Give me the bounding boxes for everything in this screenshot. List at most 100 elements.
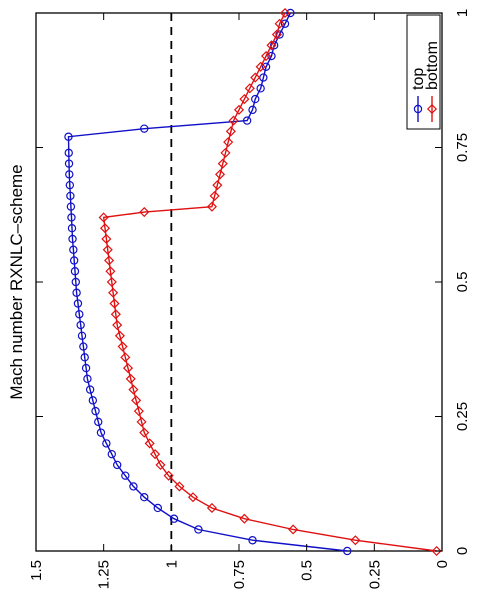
data-point-bottom <box>144 438 155 449</box>
data-point-top <box>256 84 265 93</box>
data-point-bottom <box>266 40 277 51</box>
data-point-bottom <box>108 287 119 298</box>
data-point-top <box>91 406 100 416</box>
data-point-top <box>153 503 162 513</box>
data-point-bottom <box>112 319 123 331</box>
data-point-top <box>248 105 257 115</box>
data-point-top <box>85 385 95 394</box>
data-point-bottom <box>228 115 239 126</box>
x-tick-label: 0 <box>454 547 471 555</box>
data-point-bottom <box>163 470 174 481</box>
data-point-top <box>70 267 80 276</box>
data-point-top <box>88 396 98 405</box>
data-point-bottom <box>128 384 139 395</box>
data-point-bottom <box>105 266 116 277</box>
legend-label-top: top <box>410 68 427 90</box>
data-point-bottom <box>109 298 120 309</box>
data-point-bottom <box>110 309 121 320</box>
y-tick-label: 1.25 <box>96 560 113 589</box>
data-point-top <box>96 428 106 437</box>
data-point-top <box>65 170 74 179</box>
data-point-bottom <box>150 449 161 460</box>
data-point-bottom <box>104 255 115 266</box>
x-tick-label: 0.25 <box>454 402 471 431</box>
data-point-top <box>69 256 79 265</box>
data-point-top <box>251 94 260 104</box>
data-point-top <box>67 223 77 233</box>
data-point-top <box>73 299 83 308</box>
data-point-top <box>80 353 89 362</box>
chart-title: Mach number RXNLC–scheme <box>7 164 26 399</box>
data-point-top <box>72 288 81 297</box>
data-point-bottom <box>120 352 131 363</box>
data-point-bottom <box>187 492 199 503</box>
data-point-bottom <box>122 363 134 374</box>
data-point-top <box>269 41 279 50</box>
data-point-bottom <box>114 330 125 341</box>
data-point-top <box>69 245 78 254</box>
y-tick-label: 0.75 <box>231 560 248 589</box>
data-point-bottom <box>133 406 144 417</box>
data-point-top <box>194 525 203 534</box>
y-tick-label: 1 <box>163 560 180 568</box>
data-point-top <box>66 202 76 211</box>
data-point-top <box>66 191 75 201</box>
data-point-top <box>81 363 91 373</box>
data-point-bottom <box>206 201 217 212</box>
data-point-top <box>242 116 252 125</box>
data-point-top <box>83 374 92 384</box>
data-point-bottom <box>101 233 112 245</box>
data-point-bottom <box>239 513 250 524</box>
data-point-top <box>121 471 130 480</box>
data-point-top <box>76 320 85 330</box>
data-point-top <box>267 51 276 61</box>
data-point-top <box>261 62 271 72</box>
data-point-bottom <box>215 169 226 180</box>
data-point-bottom <box>131 395 142 406</box>
data-point-top <box>107 449 116 459</box>
data-point-bottom <box>244 83 255 94</box>
data-point-bottom <box>255 61 266 72</box>
data-point-top <box>129 482 138 491</box>
y-tick-label: 1.5 <box>28 560 45 581</box>
data-point-top <box>169 514 179 523</box>
data-point-top <box>79 342 88 351</box>
data-point-top <box>112 460 122 470</box>
data-point-bottom <box>279 7 291 19</box>
data-point-top <box>67 213 76 222</box>
legend-marker-top <box>413 104 423 114</box>
data-point-top <box>102 439 111 448</box>
data-point-top <box>64 159 74 168</box>
data-point-bottom <box>225 126 236 137</box>
data-point-bottom <box>155 459 166 470</box>
x-tick-label: 0.75 <box>454 133 471 162</box>
data-point-bottom <box>174 481 185 492</box>
series-line-bottom <box>102 12 437 552</box>
data-point-bottom <box>212 180 223 191</box>
data-point-bottom <box>136 416 147 427</box>
data-point-bottom <box>431 545 442 557</box>
data-point-bottom <box>233 104 245 115</box>
data-point-top <box>275 30 284 39</box>
data-point-top <box>64 132 73 141</box>
data-point-bottom <box>117 341 128 352</box>
data-point-top <box>75 310 84 319</box>
data-point-bottom <box>206 502 217 514</box>
data-point-top <box>71 277 80 287</box>
data-point-bottom <box>99 223 111 234</box>
data-point-bottom <box>223 137 234 148</box>
data-point-bottom <box>271 29 282 40</box>
data-point-top <box>286 8 295 18</box>
data-point-bottom <box>250 72 261 83</box>
data-point-bottom <box>217 158 228 169</box>
data-point-top <box>77 331 87 340</box>
data-point-top <box>140 493 149 502</box>
plot-frame <box>35 12 443 552</box>
data-point-bottom <box>288 524 299 535</box>
data-point-bottom <box>274 18 285 29</box>
data-point-bottom <box>239 94 250 105</box>
y-tick-label: 0.25 <box>366 560 383 589</box>
data-point-bottom <box>350 535 361 546</box>
